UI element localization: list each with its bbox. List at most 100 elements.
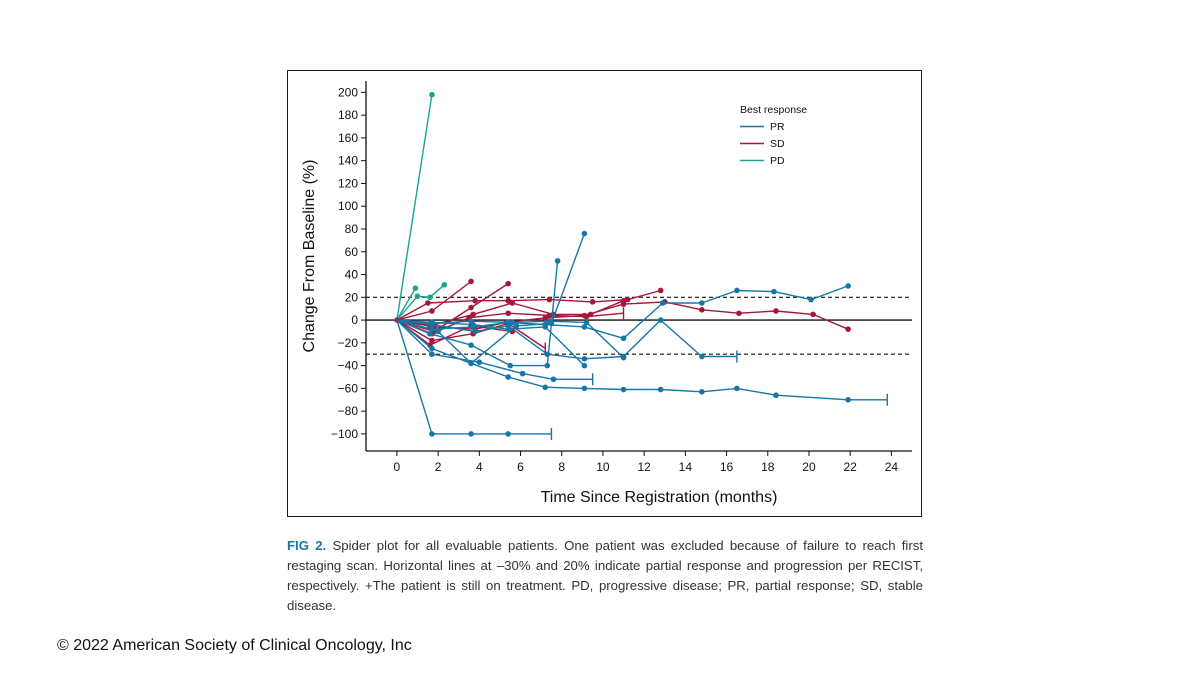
- data-point: [505, 374, 511, 380]
- data-point: [773, 392, 779, 399]
- data-point: [427, 294, 433, 301]
- data-point: [659, 300, 666, 306]
- data-point: [620, 335, 627, 342]
- data-point: [542, 315, 549, 321]
- y-tick-label: −20: [338, 336, 359, 350]
- data-point: [542, 321, 549, 328]
- x-tick-label: 18: [761, 460, 775, 474]
- y-tick-label: −60: [338, 381, 359, 395]
- series-pr: [396, 317, 738, 363]
- data-point: [441, 281, 448, 288]
- data-point: [581, 355, 588, 362]
- x-tick-label: 12: [637, 460, 651, 474]
- y-axis-title: Change From Baseline (%): [301, 160, 318, 353]
- data-point: [546, 318, 553, 325]
- x-tick-label: 0: [394, 460, 401, 474]
- data-point: [468, 342, 474, 348]
- data-point: [429, 431, 435, 437]
- data-point: [470, 311, 476, 318]
- series-pr: [396, 258, 561, 369]
- data-point: [736, 310, 742, 317]
- data-point: [845, 396, 851, 403]
- series-lines: [394, 91, 888, 440]
- legend-title: Best response: [740, 104, 807, 116]
- data-point: [468, 318, 474, 325]
- spider-plot: 200180160140120100806040200−20−40−60−80−…: [301, 81, 912, 506]
- data-point: [505, 310, 511, 317]
- y-tick-label: 160: [338, 131, 358, 145]
- x-tick-label: 20: [802, 460, 816, 474]
- y-tick-label: 40: [345, 268, 359, 282]
- data-point: [429, 337, 435, 344]
- data-point: [581, 230, 588, 237]
- data-point: [734, 385, 740, 392]
- data-point: [435, 328, 441, 335]
- data-point: [808, 296, 814, 303]
- data-point: [468, 278, 474, 285]
- data-point: [544, 362, 551, 369]
- x-tick-label: 14: [679, 460, 693, 474]
- data-point: [505, 431, 511, 437]
- data-point: [429, 351, 435, 358]
- series-pr: [396, 319, 594, 386]
- x-tick-label: 8: [558, 460, 565, 474]
- data-point: [546, 296, 553, 303]
- legend-label: PR: [770, 121, 785, 133]
- caption-label: FIG 2.: [287, 538, 327, 553]
- data-point: [472, 297, 478, 304]
- caption-text: Spider plot for all evaluable patients. …: [287, 538, 924, 613]
- data-point: [845, 326, 851, 332]
- y-tick-label: 100: [338, 199, 358, 213]
- series-line: [396, 319, 593, 380]
- figure-frame: 200 180 160 140 120 100 80 60 40 20 0 −20 −40 −60 −80−…: [287, 70, 922, 517]
- series-pd: [396, 281, 448, 321]
- axis-labels: Time Since Registration (months) Change F…: [301, 160, 777, 506]
- data-point: [468, 431, 474, 437]
- x-tick-label: 22: [844, 460, 858, 474]
- data-point: [470, 324, 476, 330]
- data-point: [699, 300, 705, 306]
- series-line: [396, 284, 445, 321]
- data-point: [427, 330, 433, 337]
- data-point: [620, 301, 627, 307]
- data-point: [583, 319, 590, 326]
- data-point: [542, 384, 549, 391]
- data-point: [429, 91, 435, 98]
- y-tick-label: 60: [345, 245, 359, 259]
- y-tick-label: −100: [331, 427, 358, 441]
- series-line: [396, 319, 585, 367]
- reference-lines: [366, 296, 912, 355]
- y-tick-label: 20: [345, 290, 359, 304]
- data-point: [505, 280, 511, 287]
- series-pd: [396, 285, 419, 321]
- data-point: [581, 312, 588, 319]
- series-pr: [396, 283, 851, 342]
- axes: 200180160140120100806040200−20−40−60−80−…: [331, 81, 912, 474]
- data-point: [699, 353, 705, 360]
- data-point: [429, 345, 435, 352]
- data-point: [699, 389, 705, 395]
- series-line: [396, 287, 417, 321]
- series-line: [396, 319, 888, 401]
- data-point: [429, 308, 435, 314]
- data-point: [773, 308, 779, 314]
- data-point: [771, 288, 777, 295]
- data-point: [734, 287, 740, 294]
- data-point: [507, 362, 514, 369]
- data-point: [554, 258, 561, 264]
- x-tick-label: 6: [517, 460, 524, 474]
- data-point: [509, 319, 516, 326]
- y-tick-label: −40: [338, 359, 359, 373]
- series-pr: [396, 319, 553, 440]
- data-point: [476, 359, 483, 366]
- data-point: [657, 287, 664, 294]
- data-point: [425, 300, 431, 306]
- data-point: [414, 293, 421, 299]
- data-point: [581, 362, 588, 369]
- series-line: [396, 94, 433, 321]
- x-axis-title: Time Since Registration (months): [541, 489, 778, 506]
- data-point: [468, 360, 474, 367]
- legend: Best response PR SD PD: [740, 104, 807, 167]
- x-tick-label: 16: [720, 460, 734, 474]
- data-point: [699, 307, 705, 313]
